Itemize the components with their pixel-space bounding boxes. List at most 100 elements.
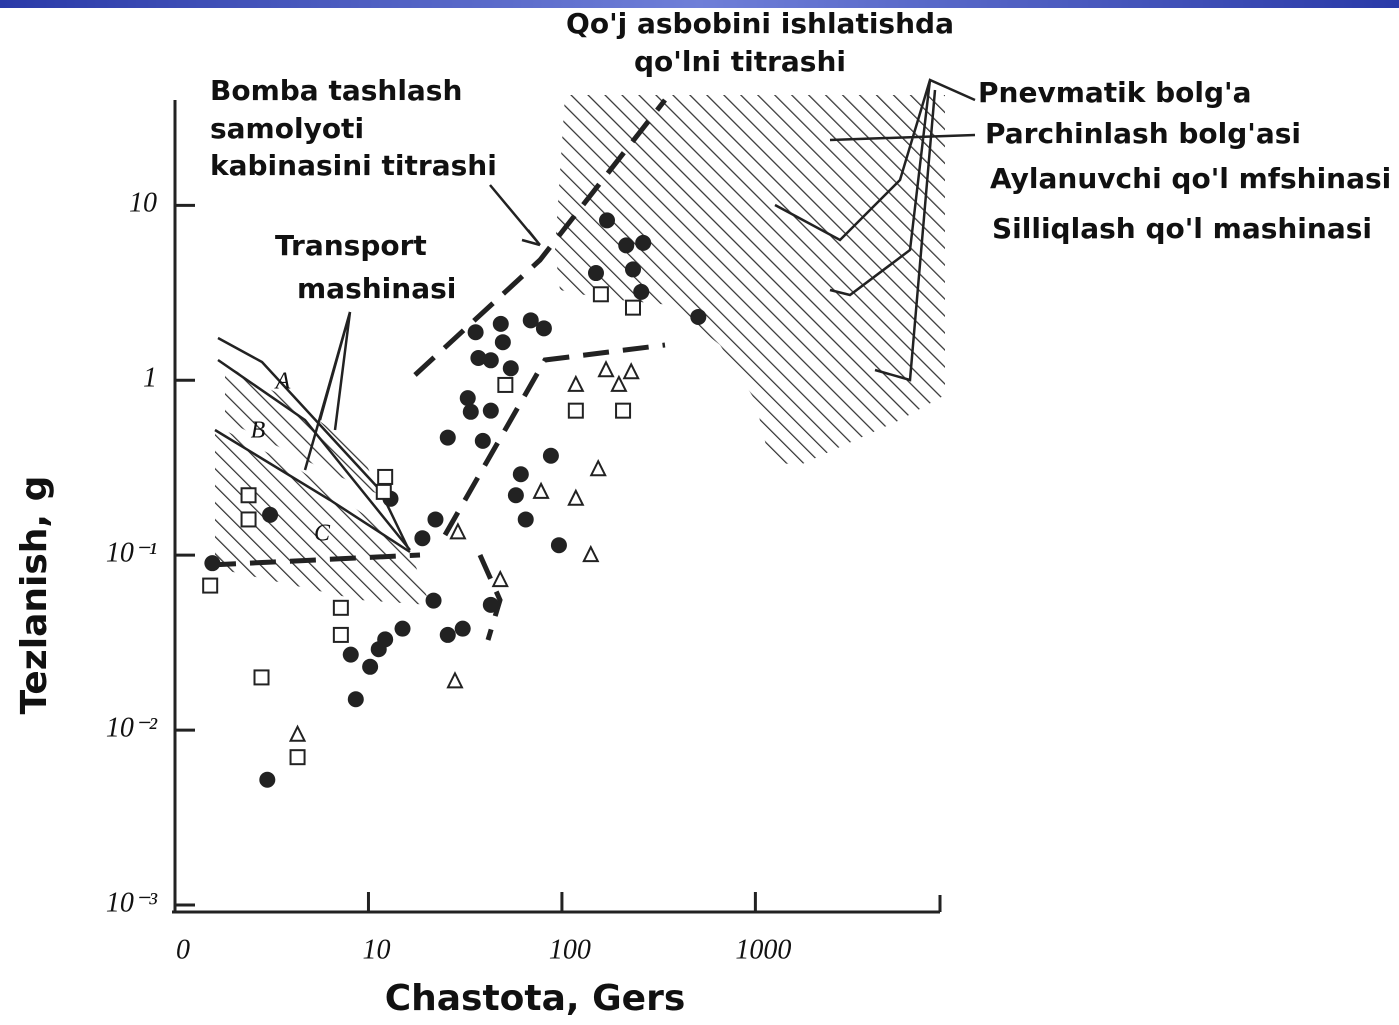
y-tick-label: 10⁻³ [106,887,158,918]
region-border [217,358,411,551]
annotation: samolyoti [210,112,364,145]
y-tick-label: 10⁻¹ [106,538,157,569]
point [462,403,479,420]
x-tick-label: 100 [549,934,591,965]
point [454,620,471,637]
y-tick-label: 10⁻² [106,713,158,744]
y-tick-label: 10 [129,188,157,219]
point [375,483,392,500]
hatched-region [225,365,380,495]
point [542,447,559,464]
point [202,577,219,594]
point [610,374,628,392]
point [592,286,609,303]
point [240,487,257,504]
dashed-line [209,552,421,568]
point [512,466,529,483]
point [497,376,514,393]
point [517,511,534,528]
top-bar [0,0,1399,8]
point [532,481,550,499]
annotation: kabinasini titrashi [210,149,497,182]
x-tick-label: 10 [362,934,390,965]
point [342,646,359,663]
point [347,691,364,708]
point [567,488,585,506]
point [425,592,442,609]
dashed-line [413,98,667,377]
point [599,212,616,229]
dashed-line [477,553,503,641]
point [259,771,276,788]
point [467,324,484,341]
annotation: Pnevmatik bolg'a [978,76,1252,109]
point [587,265,604,282]
point [204,555,221,572]
region-border [217,336,410,549]
point [690,308,707,325]
point [427,511,444,528]
point [535,320,552,337]
annotation: A [274,369,291,395]
annotation: Transport [275,229,427,262]
point [597,360,615,378]
point [615,402,632,419]
point [624,261,641,278]
point [377,631,394,648]
point [377,468,394,485]
leader-line [489,184,541,247]
region-border [214,428,411,554]
point [502,360,519,377]
annotation: qo'lni titrashi [634,45,846,78]
point [332,599,349,616]
point [482,596,499,613]
y-tick-label: 1 [143,363,157,394]
point [449,522,467,540]
point [550,537,567,554]
regions [209,78,976,641]
x-tick-label: 1000 [735,934,791,965]
point [494,334,511,351]
dashed-line [442,342,666,537]
annotation: Bomba tashlash [210,74,462,107]
point [470,350,487,367]
point [332,626,349,643]
point [474,432,491,449]
point [240,511,257,528]
annotation: Qo'j asbobini ishlatishda [566,7,954,40]
point [253,669,270,686]
point [491,569,509,588]
point [262,506,279,523]
hatched-region [555,95,945,465]
point [492,315,509,332]
x-axis-label: Chastota, Gers [385,978,686,1019]
point [582,544,600,563]
leader-line [303,311,352,471]
point [439,429,456,446]
point [618,237,635,254]
x-tick-label: 0 [176,934,190,965]
point [567,374,585,392]
point [589,458,607,477]
annotation: C [314,521,331,547]
point [507,487,524,504]
point [362,658,379,675]
annotation: Parchinlash bolg'asi [985,117,1301,150]
point [567,402,584,419]
point [459,390,476,407]
annotation: Silliqlash qo'l mashinasi [992,212,1372,245]
point [446,671,464,689]
point [633,283,650,300]
point [288,724,307,742]
point [482,352,499,369]
annotation: B [251,418,266,444]
point [482,402,499,419]
annotation: Aylanuvchi qo'l mfshinasi [990,162,1391,195]
point [394,620,411,637]
y-axis-label: Tezlanish, g [14,476,55,715]
leader-line [774,78,976,382]
point [289,749,306,766]
point [414,530,431,547]
point [622,362,640,380]
